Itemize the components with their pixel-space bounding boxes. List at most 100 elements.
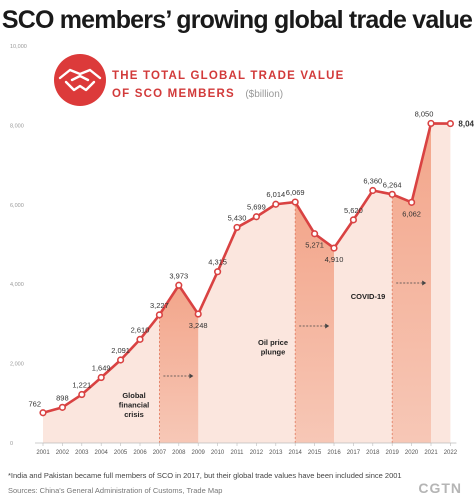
data-point	[446, 119, 455, 128]
data-point	[116, 356, 125, 364]
data-point	[349, 216, 358, 224]
x-tick-label: 2013	[269, 450, 283, 456]
x-tick-label: 2011	[231, 450, 245, 456]
handshake-icon	[54, 54, 106, 106]
x-tick-label: 2008	[172, 450, 186, 456]
y-tick-label: 0	[10, 441, 13, 447]
data-label: 2,091	[111, 346, 130, 355]
x-tick-label: 2010	[211, 450, 225, 456]
y-tick-label: 8,000	[10, 123, 24, 129]
data-label: 6,069	[286, 188, 305, 197]
chart-subtitle-unit: ($billion)	[245, 89, 283, 100]
annotation-text: crisis	[124, 410, 144, 419]
x-tick-label: 2004	[95, 450, 109, 456]
data-label: 6,062	[402, 209, 421, 218]
data-label: 6,264	[383, 180, 402, 189]
annotation-text: plunge	[261, 348, 286, 357]
data-label: 4,315	[208, 258, 227, 267]
x-tick-label: 2012	[250, 450, 264, 456]
data-point	[39, 409, 47, 417]
x-tick-label: 2019	[386, 450, 400, 456]
y-tick-label: 6,000	[10, 203, 24, 209]
data-label: 2,610	[131, 325, 150, 334]
data-label: 4,910	[325, 255, 344, 264]
data-point	[272, 200, 280, 208]
data-label: 762	[28, 400, 41, 409]
page-title: SCO members’ growing global trade value	[1, 6, 473, 34]
x-tick-label: 2001	[36, 450, 50, 456]
data-point	[194, 310, 202, 318]
x-tick-label: 2015	[308, 450, 322, 456]
x-tick-label: 2017	[347, 450, 361, 456]
x-tick-label: 2022	[444, 450, 458, 456]
data-label: 3,973	[169, 271, 188, 280]
data-point	[78, 390, 86, 399]
chart-subtitle-main: OF SCO MEMBERS	[112, 88, 235, 100]
data-point	[136, 335, 144, 343]
event-band	[159, 285, 199, 443]
data-point	[311, 230, 319, 238]
data-label: 6,360	[363, 177, 382, 186]
data-point	[408, 198, 416, 206]
brand-logo: CGTN	[418, 480, 462, 496]
annotation-text: Global	[122, 391, 145, 400]
sources: Sources: China's General Administration …	[8, 486, 223, 495]
handshake-icon-glyph	[58, 68, 102, 92]
y-tick-label: 2,000	[10, 362, 24, 368]
annotation: COVID-19	[351, 280, 427, 301]
data-label: 5,699	[247, 203, 266, 212]
data-label: 8,046	[458, 120, 474, 129]
x-tick-label: 2018	[366, 450, 380, 456]
x-tick-label: 2020	[405, 450, 419, 456]
data-label: 1,221	[72, 381, 91, 390]
series-line	[42, 122, 451, 415]
data-point	[427, 119, 435, 128]
data-point	[58, 403, 67, 411]
data-label: 5,620	[344, 206, 363, 215]
data-point	[233, 223, 241, 232]
data-point	[252, 213, 260, 221]
footnote: *India and Pakistan became full members …	[8, 471, 402, 480]
annotation-text: financial	[119, 401, 149, 410]
data-label: 5,430	[228, 213, 247, 222]
x-tick-label: 2002	[56, 450, 70, 456]
data-label: 8,050	[415, 109, 434, 118]
x-tick-label: 2005	[114, 450, 128, 456]
area-fill	[43, 123, 451, 443]
annotation-arrow-head	[325, 323, 330, 329]
x-tick-label: 2009	[192, 450, 206, 456]
data-point	[155, 311, 163, 319]
annotation-text: Oil price	[258, 338, 288, 347]
chart-title: THE TOTAL GLOBAL TRADE VALUE	[112, 70, 345, 82]
data-point	[175, 281, 183, 289]
event-band	[295, 202, 334, 443]
x-tick-label: 2003	[75, 450, 89, 456]
chart-heading: THE TOTAL GLOBAL TRADE VALUE OF SCO MEMB…	[54, 54, 345, 106]
data-point	[97, 373, 105, 382]
data-point	[214, 268, 222, 276]
data-point	[330, 244, 338, 252]
x-tick-label: 2014	[289, 450, 303, 456]
data-label: 898	[56, 393, 69, 402]
data-point	[369, 186, 377, 195]
data-point	[388, 190, 396, 198]
annotation-text: COVID-19	[351, 292, 386, 301]
data-label: 6,014	[266, 190, 285, 199]
x-tick-label: 2006	[133, 450, 147, 456]
y-tick-label: 4,000	[10, 282, 24, 288]
x-tick-label: 2007	[153, 450, 167, 456]
annotation-arrow-head	[422, 280, 427, 286]
data-label: 1,649	[92, 364, 111, 373]
chart-subtitle: OF SCO MEMBERS ($billion)	[112, 84, 283, 101]
x-tick-label: 2016	[327, 450, 341, 456]
data-label: 3,227	[150, 301, 169, 310]
y-tick-label: 10,000	[10, 44, 27, 50]
annotation-arrow-head	[189, 373, 194, 379]
data-label: 3,248	[189, 321, 208, 330]
x-tick-label: 2021	[424, 450, 438, 456]
data-point	[291, 198, 299, 206]
